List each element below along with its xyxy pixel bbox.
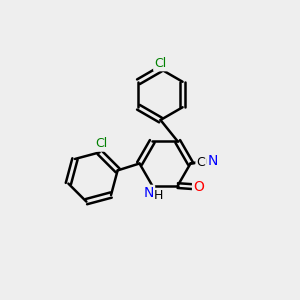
Text: Cl: Cl <box>154 57 166 70</box>
Text: Cl: Cl <box>95 137 107 151</box>
Text: N: N <box>208 154 218 167</box>
Text: H: H <box>154 189 163 202</box>
Text: O: O <box>193 180 204 194</box>
Text: C: C <box>196 155 206 169</box>
Text: N: N <box>143 186 154 200</box>
